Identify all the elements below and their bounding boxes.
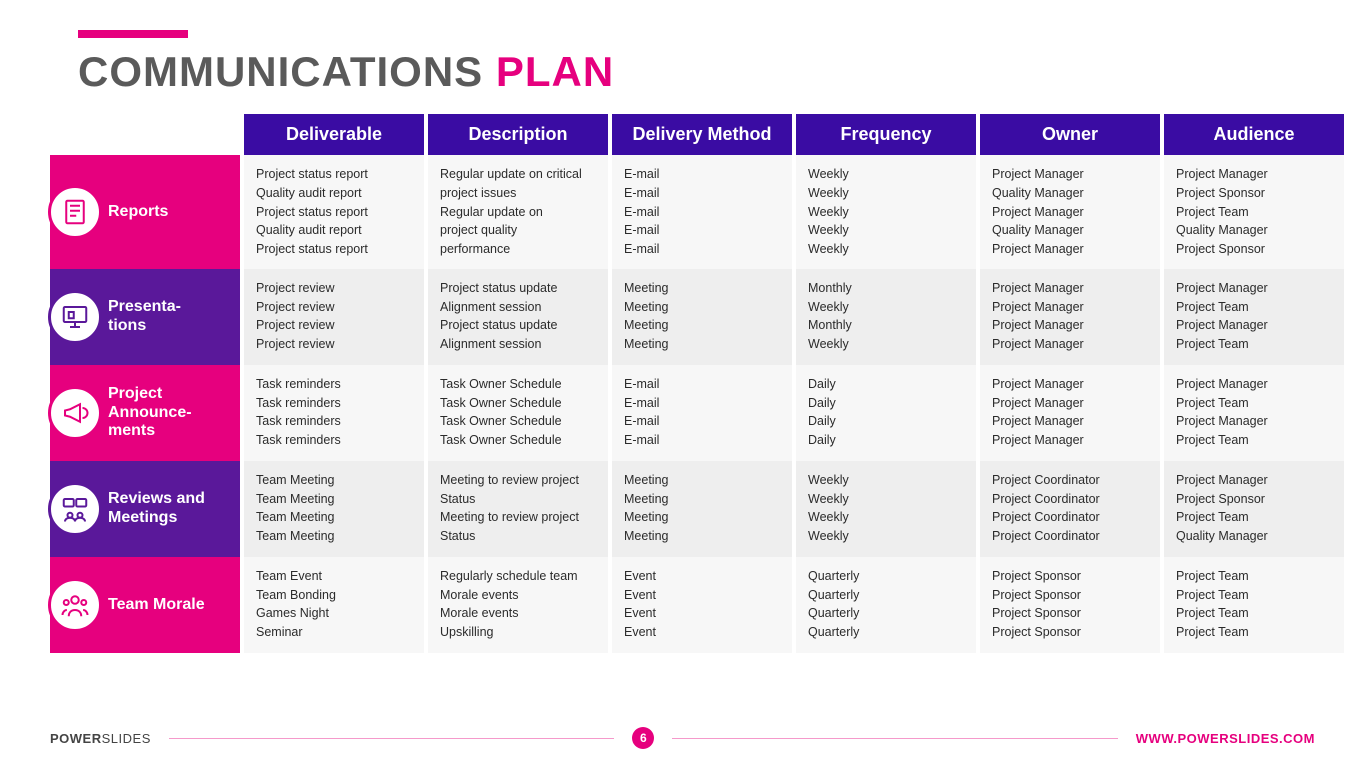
cell-frequency: QuarterlyQuarterlyQuarterlyQuarterly bbox=[796, 557, 976, 653]
row-label: Reviews and Meetings bbox=[50, 461, 240, 557]
col-head-audience: Audience bbox=[1164, 114, 1344, 155]
cell-audience: Project TeamProject TeamProject TeamProj… bbox=[1164, 557, 1344, 653]
cell-deliverable: Team MeetingTeam MeetingTeam MeetingTeam… bbox=[244, 461, 424, 557]
col-head-owner: Owner bbox=[980, 114, 1160, 155]
row-label-text: Team Morale bbox=[108, 596, 205, 614]
report-icon bbox=[48, 185, 102, 239]
row-label: Team Morale bbox=[50, 557, 240, 653]
cell-frequency: WeeklyWeeklyWeeklyWeeklyWeekly bbox=[796, 155, 976, 269]
cell-owner: Project ManagerProject ManagerProject Ma… bbox=[980, 269, 1160, 365]
cell-audience: Project ManagerProject SponsorProject Te… bbox=[1164, 461, 1344, 557]
cell-audience: Project ManagerProject TeamProject Manag… bbox=[1164, 365, 1344, 461]
cell-deliverable: Project status reportQuality audit repor… bbox=[244, 155, 424, 269]
cell-description: Task Owner ScheduleTask Owner ScheduleTa… bbox=[428, 365, 608, 461]
row-label-text: Reviews and Meetings bbox=[108, 490, 230, 527]
cell-deliverable: Task remindersTask remindersTask reminde… bbox=[244, 365, 424, 461]
footer: POWERSLIDES 6 WWW.POWERSLIDES.COM bbox=[50, 727, 1315, 749]
title-part2: PLAN bbox=[496, 48, 614, 95]
cell-frequency: WeeklyWeeklyWeeklyWeekly bbox=[796, 461, 976, 557]
communications-table: Deliverable Description Delivery Method … bbox=[50, 114, 1315, 653]
col-head-deliverable: Deliverable bbox=[244, 114, 424, 155]
col-head-delivery: Delivery Method bbox=[612, 114, 792, 155]
cell-deliverable: Team EventTeam BondingGames NightSeminar bbox=[244, 557, 424, 653]
col-head-description: Description bbox=[428, 114, 608, 155]
cell-delivery: MeetingMeetingMeetingMeeting bbox=[612, 461, 792, 557]
col-head-frequency: Frequency bbox=[796, 114, 976, 155]
presentation-icon bbox=[48, 290, 102, 344]
cell-description: Meeting to review projectStatusMeeting t… bbox=[428, 461, 608, 557]
title-part1: COMMUNICATIONS bbox=[78, 48, 483, 95]
cell-owner: Project ManagerQuality ManagerProject Ma… bbox=[980, 155, 1160, 269]
cell-delivery: E-mailE-mailE-mailE-mail bbox=[612, 365, 792, 461]
cell-owner: Project ManagerProject ManagerProject Ma… bbox=[980, 365, 1160, 461]
meeting-icon bbox=[48, 482, 102, 536]
cell-delivery: MeetingMeetingMeetingMeeting bbox=[612, 269, 792, 365]
cell-owner: Project CoordinatorProject CoordinatorPr… bbox=[980, 461, 1160, 557]
team-icon bbox=[48, 578, 102, 632]
brand-light: SLIDES bbox=[102, 731, 151, 746]
page-title: COMMUNICATIONS PLAN bbox=[78, 48, 1315, 96]
accent-bar bbox=[78, 30, 188, 38]
row-label-text: Presenta- tions bbox=[108, 298, 181, 335]
cell-delivery: EventEventEventEvent bbox=[612, 557, 792, 653]
cell-description: Project status updateAlignment sessionPr… bbox=[428, 269, 608, 365]
footer-line-left bbox=[169, 738, 614, 739]
footer-line-right bbox=[672, 738, 1117, 739]
cell-deliverable: Project reviewProject reviewProject revi… bbox=[244, 269, 424, 365]
brand-bold: POWER bbox=[50, 731, 102, 746]
row-label-text: Project Announce-ments bbox=[108, 385, 230, 440]
cell-frequency: MonthlyWeeklyMonthlyWeekly bbox=[796, 269, 976, 365]
row-label: Reports bbox=[50, 155, 240, 269]
cell-delivery: E-mailE-mailE-mailE-mailE-mail bbox=[612, 155, 792, 269]
brand: POWERSLIDES bbox=[50, 731, 151, 746]
slide: COMMUNICATIONS PLAN Deliverable Descript… bbox=[0, 0, 1365, 767]
footer-url: WWW.POWERSLIDES.COM bbox=[1136, 731, 1315, 746]
page-number: 6 bbox=[632, 727, 654, 749]
cell-audience: Project ManagerProject SponsorProject Te… bbox=[1164, 155, 1344, 269]
row-label: Project Announce-ments bbox=[50, 365, 240, 461]
cell-audience: Project ManagerProject TeamProject Manag… bbox=[1164, 269, 1344, 365]
row-label: Presenta- tions bbox=[50, 269, 240, 365]
cell-description: Regularly schedule teamMorale eventsMora… bbox=[428, 557, 608, 653]
cell-description: Regular update on criticalproject issues… bbox=[428, 155, 608, 269]
cell-frequency: DailyDailyDailyDaily bbox=[796, 365, 976, 461]
header-spacer bbox=[50, 114, 240, 155]
row-label-text: Reports bbox=[108, 203, 168, 221]
announce-icon bbox=[48, 386, 102, 440]
cell-owner: Project SponsorProject SponsorProject Sp… bbox=[980, 557, 1160, 653]
